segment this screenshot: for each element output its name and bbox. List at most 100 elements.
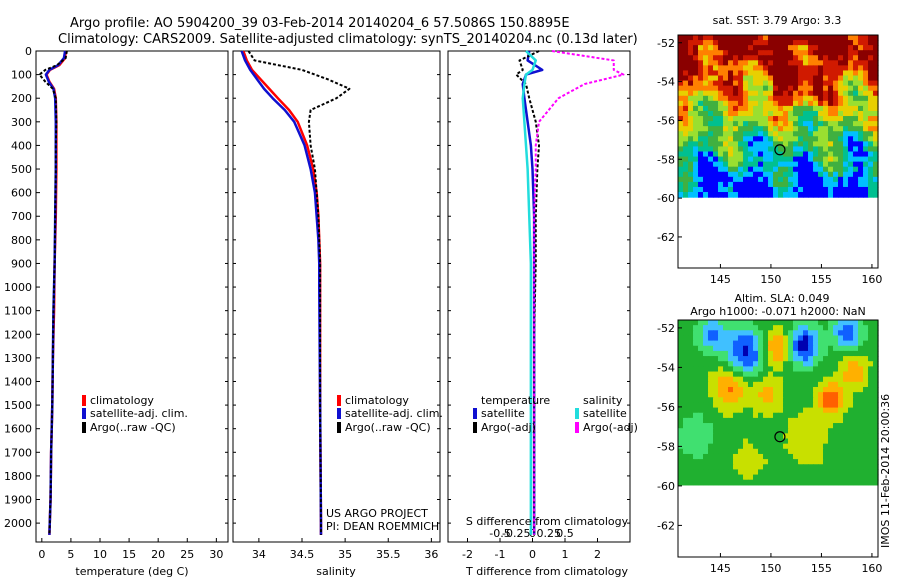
map-cell — [818, 136, 824, 142]
map-cell — [733, 459, 739, 465]
legend-label-t-satellite: satellite — [481, 407, 525, 420]
map-cell — [788, 345, 794, 352]
map-cell — [833, 417, 839, 424]
map-cell — [763, 402, 769, 409]
map-cell — [748, 75, 754, 82]
map-cell — [773, 50, 779, 56]
map-cell — [843, 438, 849, 445]
map-cell — [843, 80, 849, 87]
map-cell — [788, 100, 794, 107]
map-cell — [818, 80, 824, 87]
map-cell — [758, 381, 764, 388]
map-cell — [823, 176, 829, 183]
map-cell — [718, 392, 724, 398]
map-cell — [713, 186, 719, 193]
map-cell — [818, 45, 824, 51]
map-cell — [703, 428, 709, 434]
map-cell — [713, 361, 719, 367]
map-cell — [703, 386, 709, 393]
map-cell — [708, 192, 714, 198]
map-cell — [823, 85, 829, 92]
salinity-panel: 34 34.5 35 35.5 36 climatology satellite-adj… — [232, 50, 443, 578]
map-cell — [693, 75, 699, 82]
map-cell — [753, 340, 759, 347]
map-cell — [758, 469, 764, 476]
map-cell — [763, 40, 769, 46]
map-cell — [823, 345, 829, 352]
map-cell — [818, 40, 824, 46]
map-cell — [753, 146, 759, 153]
map-cell — [728, 121, 734, 127]
map-cell — [743, 366, 749, 373]
map-cell — [778, 156, 784, 163]
map-cell — [783, 469, 789, 476]
map-cell — [753, 330, 759, 337]
map-cell — [833, 474, 839, 481]
map-cell — [823, 325, 829, 331]
map-cell — [818, 371, 824, 378]
map-cell — [848, 161, 854, 168]
map-cell — [828, 171, 834, 178]
map-cell — [778, 469, 784, 476]
map-cell — [848, 386, 854, 393]
map-cell — [868, 75, 874, 82]
map-cell — [833, 60, 839, 66]
map-cell — [793, 156, 799, 163]
map-cell — [848, 453, 854, 460]
map-cell — [758, 366, 764, 373]
map-cell — [843, 345, 849, 352]
map-cell — [683, 320, 689, 326]
map-cell — [798, 40, 804, 46]
map-cell — [843, 136, 849, 142]
map-cell — [723, 60, 729, 66]
map-cell — [758, 80, 764, 87]
map-cell — [758, 459, 764, 465]
map-cell — [728, 126, 734, 132]
map-cell — [743, 70, 749, 77]
map-cell — [723, 448, 729, 455]
map-cell — [808, 121, 814, 127]
map-cell — [813, 397, 819, 404]
map-cell — [828, 126, 834, 132]
map-cell — [728, 110, 734, 117]
map-cell — [678, 438, 684, 445]
map-cell — [708, 330, 714, 337]
map-cell — [693, 110, 699, 117]
map-cell — [843, 320, 849, 326]
map-cell — [688, 80, 694, 87]
map-cell — [838, 85, 844, 92]
map-cell — [693, 116, 699, 122]
map-cell — [768, 397, 774, 404]
map-cell — [828, 361, 834, 367]
map-cell — [778, 85, 784, 92]
x-tick-label: 25 — [180, 548, 194, 561]
map-cell — [743, 126, 749, 132]
map-cell — [753, 366, 759, 373]
map-cell — [723, 166, 729, 173]
map-cell — [683, 151, 689, 158]
map-cell — [828, 433, 834, 440]
map-cell — [828, 192, 834, 198]
map-cell — [723, 325, 729, 331]
map-cell — [813, 136, 819, 142]
map-cell — [698, 116, 704, 122]
map-cell — [773, 35, 779, 41]
map-cell — [678, 151, 684, 158]
map-cell — [743, 392, 749, 398]
map-cell — [763, 397, 769, 404]
map-cell — [728, 131, 734, 137]
map-cell — [863, 397, 869, 404]
map-cell — [773, 417, 779, 424]
map-cell — [853, 166, 859, 173]
map-cell — [733, 105, 739, 112]
map-cell — [738, 146, 744, 153]
map-cell — [853, 474, 859, 481]
map-cell — [848, 340, 854, 347]
map-cell — [848, 121, 854, 127]
map-cell — [713, 90, 719, 97]
map-cell — [828, 151, 834, 158]
map-cell — [753, 350, 759, 357]
map-cell — [723, 474, 729, 481]
map-cell — [843, 60, 849, 66]
map-cell — [863, 75, 869, 82]
